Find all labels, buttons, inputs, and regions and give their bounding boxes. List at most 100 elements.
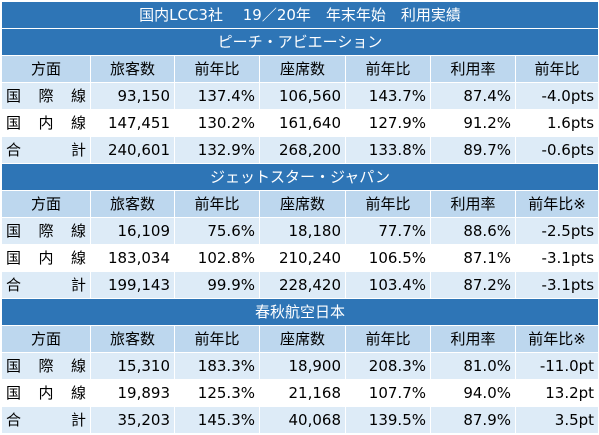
table-cell: 143.7% — [345, 82, 431, 110]
row-label: 国際線 — [1, 352, 91, 380]
table-cell: 139.5% — [345, 406, 431, 434]
column-header: 前年比 — [174, 325, 260, 353]
table-cell: 15,310 — [90, 352, 175, 380]
table-cell: 208.3% — [345, 352, 431, 380]
column-header: 座席数 — [259, 325, 346, 353]
table-cell: 102.8% — [174, 244, 260, 272]
table-cell: 228,420 — [259, 271, 346, 299]
column-header: 座席数 — [259, 190, 346, 218]
row-label: 国際線 — [1, 82, 91, 110]
table-cell: 210,240 — [259, 244, 346, 272]
table-cell: -3.1pts — [514, 271, 599, 299]
table-cell: 87.9% — [430, 406, 516, 434]
table-cell: 125.3% — [174, 379, 260, 407]
column-header-row: 方面 旅客数 前年比 座席数 前年比 利用率 前年比※ — [1, 325, 599, 353]
table-cell: 127.9% — [345, 109, 431, 137]
row-label: 国際線 — [1, 217, 91, 245]
table-row: 合計 199,143 99.9% 228,420 103.4% 87.2% -3.1pts — [1, 271, 599, 299]
table-cell: -2.5pts — [514, 217, 599, 245]
table-cell: 240,601 — [90, 136, 175, 164]
table-row: 国際線 93,150 137.4% 106,560 143.7% 87.4% -4.0pts — [1, 82, 599, 110]
table-cell: 87.2% — [430, 271, 516, 299]
table-cell: 89.7% — [430, 136, 516, 164]
section-title-row: ジェットスター・ジャパン — [0, 163, 599, 191]
table-cell: 130.2% — [174, 109, 260, 137]
table-cell: 19,893 — [90, 379, 175, 407]
table-cell: 183,034 — [90, 244, 175, 272]
table-cell: 161,640 — [259, 109, 346, 137]
table-cell: 1.6pts — [514, 109, 599, 137]
table-cell: 40,068 — [259, 406, 346, 434]
table-cell: -3.1pts — [514, 244, 599, 272]
section-title-row: 春秋航空日本 — [0, 298, 599, 326]
table-cell: 18,900 — [259, 352, 346, 380]
row-label: 合計 — [1, 406, 91, 434]
table-cell: 18,180 — [259, 217, 346, 245]
table-cell: 147,451 — [90, 109, 175, 137]
column-header: 前年比 — [345, 55, 431, 83]
column-header: 前年比 — [174, 190, 260, 218]
section-title-row: ピーチ・アビエーション — [0, 28, 599, 56]
table-cell: 107.7% — [345, 379, 431, 407]
airline-name: ピーチ・アビエーション — [0, 28, 599, 56]
table-cell: 183.3% — [174, 352, 260, 380]
table-cell: 93,150 — [90, 82, 175, 110]
row-label: 国内線 — [1, 244, 91, 272]
column-header: 前年比※ — [514, 325, 599, 353]
row-label: 国内線 — [1, 379, 91, 407]
table-cell: -11.0pt — [514, 352, 599, 380]
title-row: 国内LCC3社 19／20年 年末年始 利用実績 — [0, 1, 599, 29]
table-cell: 75.6% — [174, 217, 260, 245]
column-header: 座席数 — [259, 55, 346, 83]
table-row: 国内線 19,893 125.3% 21,168 107.7% 94.0% 13.2pt — [1, 379, 599, 407]
column-header: 前年比 — [514, 55, 599, 83]
table-cell: 133.8% — [345, 136, 431, 164]
column-header: 旅客数 — [90, 190, 175, 218]
table-cell: 88.6% — [430, 217, 516, 245]
table-cell: 87.1% — [430, 244, 516, 272]
table-cell: 103.4% — [345, 271, 431, 299]
table-cell: 199,143 — [90, 271, 175, 299]
table-cell: 145.3% — [174, 406, 260, 434]
airline-name: 春秋航空日本 — [0, 298, 599, 326]
table-cell: 3.5pt — [514, 406, 599, 434]
column-header: 前年比 — [345, 325, 431, 353]
table-cell: 81.0% — [430, 352, 516, 380]
table-cell: 21,168 — [259, 379, 346, 407]
table-cell: 87.4% — [430, 82, 516, 110]
table-row: 国内線 183,034 102.8% 210,240 106.5% 87.1% -3.1pt… — [1, 244, 599, 272]
table-cell: 35,203 — [90, 406, 175, 434]
column-header: 前年比 — [174, 55, 260, 83]
row-label: 合計 — [1, 271, 91, 299]
row-label: 国内線 — [1, 109, 91, 137]
table-cell: 106,560 — [259, 82, 346, 110]
table-row: 国際線 15,310 183.3% 18,900 208.3% 81.0% -11.0pt — [1, 352, 599, 380]
table-cell: 132.9% — [174, 136, 260, 164]
table-cell: 99.9% — [174, 271, 260, 299]
table-cell: 77.7% — [345, 217, 431, 245]
column-header: 利用率 — [430, 190, 516, 218]
column-header: 前年比 — [345, 190, 431, 218]
column-header: 旅客数 — [90, 325, 175, 353]
column-header-row: 方面 旅客数 前年比 座席数 前年比 利用率 前年比 — [1, 55, 599, 83]
table-cell: 94.0% — [430, 379, 516, 407]
column-header: 利用率 — [430, 55, 516, 83]
table-cell: 13.2pt — [514, 379, 599, 407]
table-cell: -0.6pts — [514, 136, 599, 164]
table-row: 国際線 16,109 75.6% 18,180 77.7% 88.6% -2.5pts — [1, 217, 599, 245]
table-cell: 137.4% — [174, 82, 260, 110]
column-header-row: 方面 旅客数 前年比 座席数 前年比 利用率 前年比※ — [1, 190, 599, 218]
column-header: 利用率 — [430, 325, 516, 353]
table-cell: 16,109 — [90, 217, 175, 245]
table-row: 国内線 147,451 130.2% 161,640 127.9% 91.2% 1.6pts — [1, 109, 599, 137]
column-header: 方面 — [1, 325, 91, 353]
table-cell: 268,200 — [259, 136, 346, 164]
airline-name: ジェットスター・ジャパン — [0, 163, 599, 191]
table-cell: 106.5% — [345, 244, 431, 272]
table-title: 国内LCC3社 19／20年 年末年始 利用実績 — [0, 1, 599, 29]
table-row: 合計 35,203 145.3% 40,068 139.5% 87.9% 3.5pt — [1, 406, 599, 434]
column-header: 旅客数 — [90, 55, 175, 83]
column-header: 方面 — [1, 55, 91, 83]
